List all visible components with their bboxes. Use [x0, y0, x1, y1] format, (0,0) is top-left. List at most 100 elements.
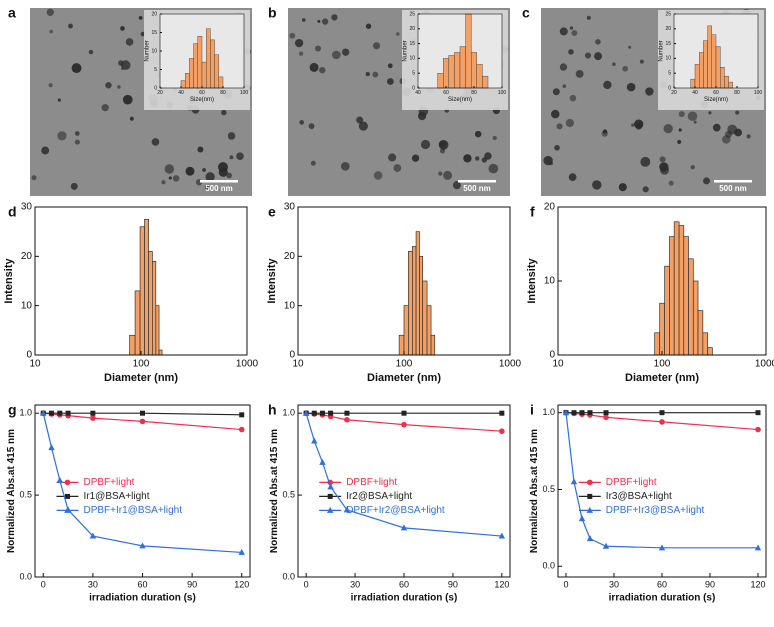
particle [438, 171, 443, 176]
particle [117, 85, 121, 89]
scale-bar [714, 180, 752, 183]
marker [586, 506, 593, 513]
particle [342, 48, 350, 56]
y-axis-label: Normalized Abs.at 415 nm [529, 429, 540, 553]
particle [122, 94, 133, 105]
bar [214, 54, 220, 89]
y-tick-label: 1.0 [282, 408, 295, 418]
bar [669, 236, 675, 356]
particle [70, 182, 78, 190]
particle [101, 104, 109, 112]
bar [412, 246, 417, 356]
particle [592, 180, 602, 190]
scale-bar-label: 500 nm [719, 184, 747, 193]
bar [703, 40, 708, 89]
bar [201, 61, 207, 89]
bar [210, 39, 215, 89]
particle [659, 162, 669, 172]
y-tick-label: 0 [154, 85, 157, 91]
marker [319, 458, 326, 465]
particle [205, 172, 215, 182]
particle [631, 123, 635, 127]
x-axis-label: Diameter (nm) [625, 372, 699, 384]
bar [715, 46, 721, 89]
series-line [565, 412, 758, 549]
particle [164, 164, 175, 174]
y-tick-label: 0 [289, 350, 295, 361]
particle [488, 163, 499, 174]
y-tick-label: 15 [665, 41, 671, 47]
bar [448, 55, 455, 89]
bar [697, 310, 704, 356]
x-tick-label: 1000 [499, 359, 522, 370]
panel-letter: f [530, 204, 535, 220]
y-tick-label: 15 [409, 41, 415, 47]
particle [575, 69, 584, 78]
marker [64, 506, 71, 513]
y-tick-label: 20 [544, 202, 556, 213]
x-axis-label: Size(nm) [190, 97, 214, 103]
marker [658, 544, 666, 551]
y-axis-label: Normalized Abs.at 415 nm [269, 429, 280, 553]
marker [49, 410, 55, 416]
y-tick-label: 20 [284, 251, 296, 262]
particle [172, 175, 180, 182]
particle [562, 84, 567, 88]
particle [125, 38, 134, 46]
particle [57, 131, 67, 141]
particle [677, 139, 682, 144]
x-tick-label: 90 [705, 579, 715, 589]
bar [437, 72, 444, 89]
marker [562, 409, 570, 416]
x-tick-label: 80 [734, 90, 740, 96]
particle [746, 134, 751, 139]
y-tick-label: 0 [26, 350, 32, 361]
scale-bar-label: 500 nm [205, 184, 233, 193]
bar [218, 76, 224, 89]
marker [90, 415, 96, 421]
y-tick-label: 20 [665, 26, 671, 32]
x-tick-label: 10 [552, 359, 564, 370]
legend-label: DPBF+light [346, 477, 397, 488]
particle [595, 39, 601, 45]
particle [88, 49, 94, 55]
x-tick-label: 30 [609, 579, 619, 589]
panel-letter: e [268, 204, 276, 220]
x-tick-label: 100 [754, 90, 763, 96]
particle [393, 164, 402, 172]
particle [372, 71, 379, 78]
particle [474, 156, 480, 161]
marker [65, 493, 70, 499]
particle [294, 38, 304, 48]
bar [155, 305, 160, 356]
bar [152, 260, 157, 356]
particle [543, 155, 553, 166]
particle [443, 170, 453, 180]
particle [31, 175, 37, 181]
x-tick-label: 100 [498, 90, 507, 96]
marker [659, 419, 665, 425]
x-tick-label: 120 [494, 579, 509, 589]
x-tick-label: 40 [415, 90, 421, 96]
particle [301, 18, 306, 22]
marker [578, 515, 586, 522]
bar [476, 64, 483, 89]
particle [236, 152, 244, 160]
y-tick-label: 10 [409, 56, 415, 62]
panel-letter: c [522, 5, 530, 21]
bar [471, 52, 478, 89]
particle [568, 49, 574, 55]
particle [396, 32, 400, 36]
particle [565, 118, 574, 128]
x-axis-label: Diameter (nm) [104, 372, 178, 384]
bar [654, 332, 661, 356]
bar [443, 58, 450, 89]
marker [401, 410, 407, 416]
x-tick-label: 100 [654, 359, 671, 370]
particle [618, 183, 627, 192]
marker [755, 426, 761, 433]
marker [586, 535, 594, 542]
particle [321, 18, 329, 25]
particle [221, 109, 227, 116]
